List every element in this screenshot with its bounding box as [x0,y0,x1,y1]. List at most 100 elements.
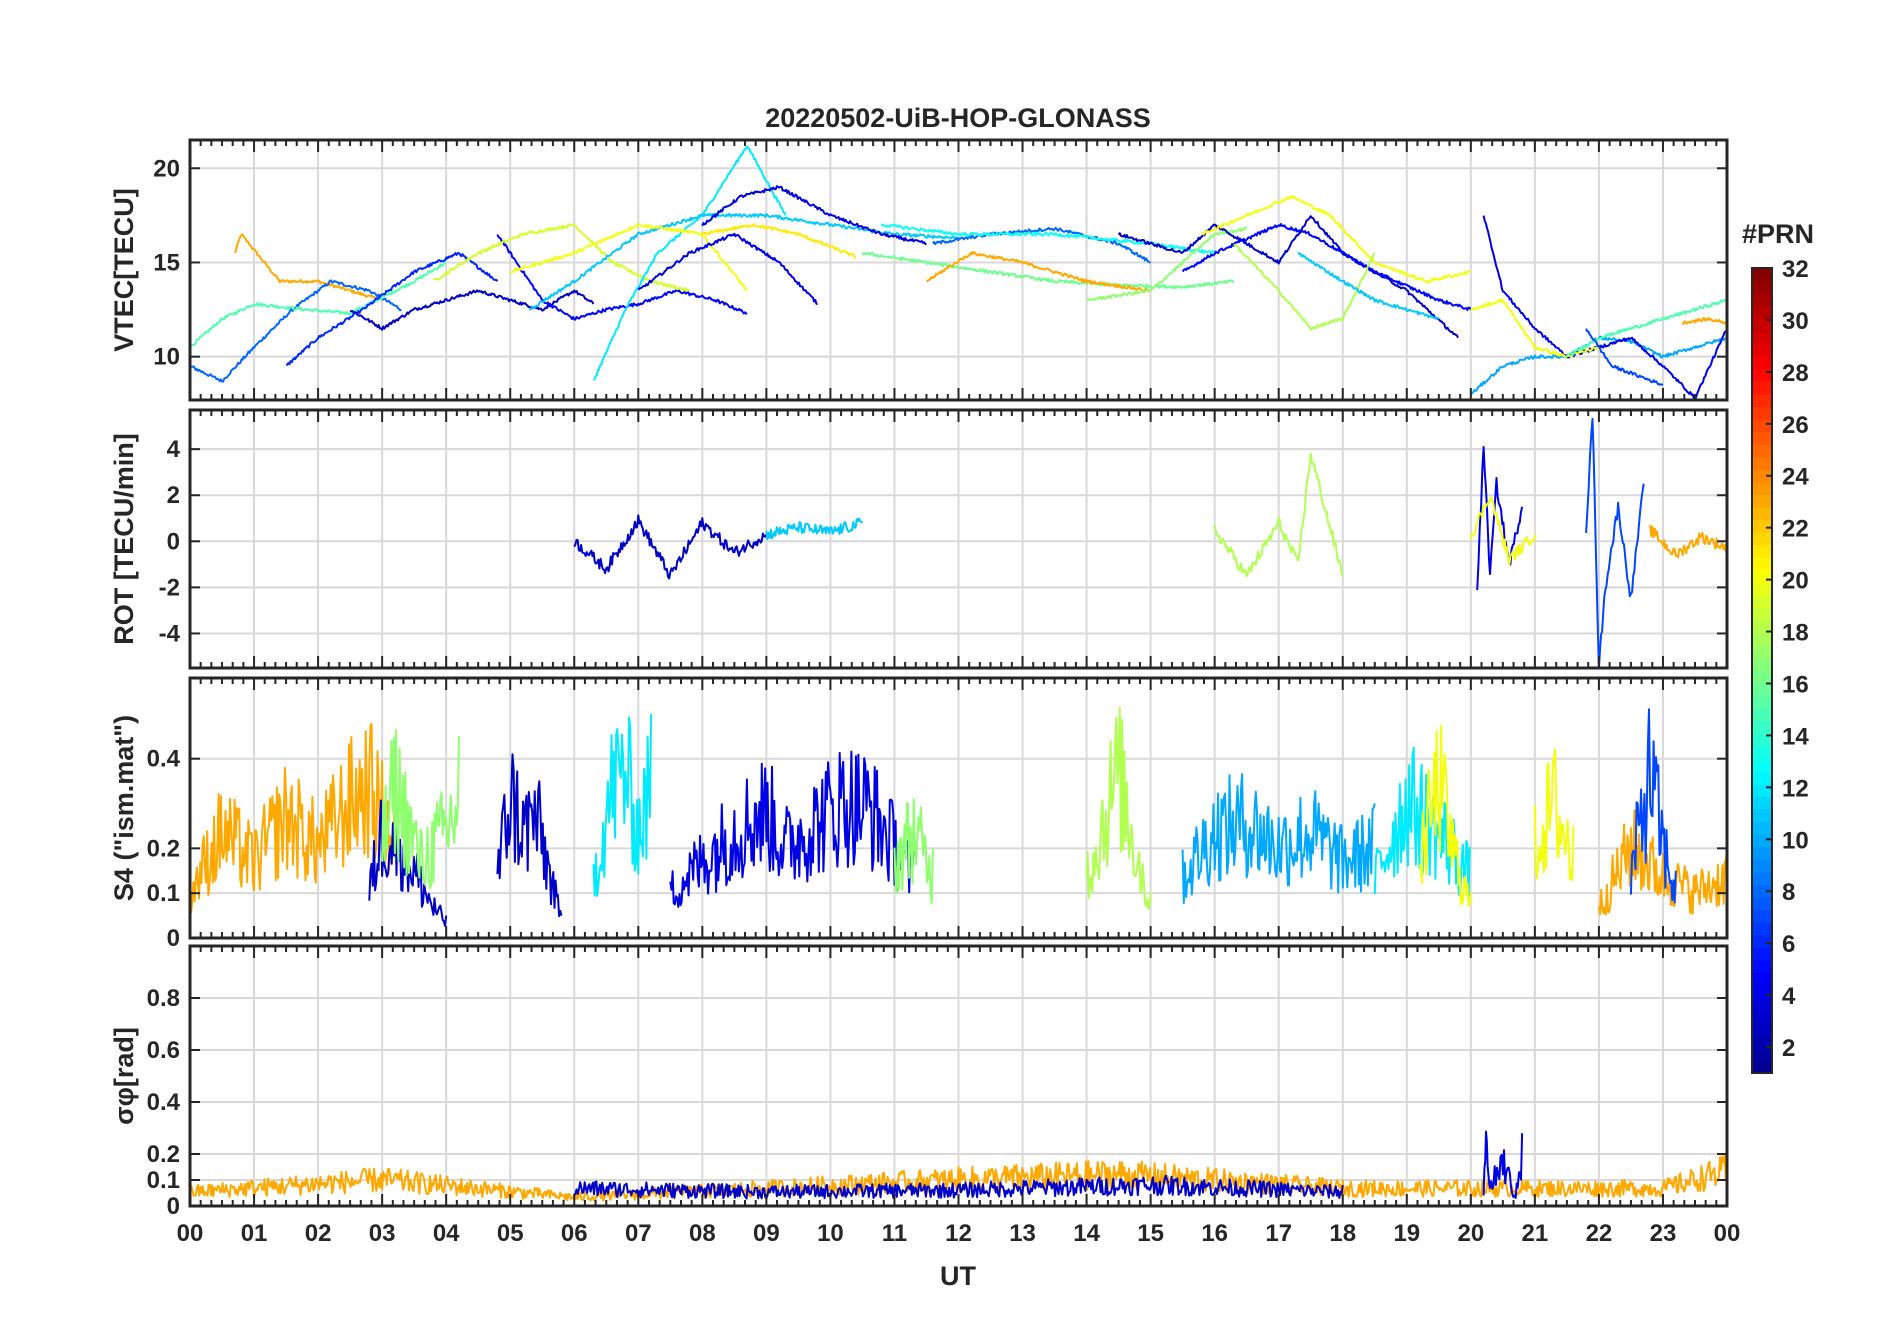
colorbar-swatch [1752,695,1772,709]
series-line-rot-prn-4 [1476,446,1524,591]
y-tick-label: 0 [167,925,180,952]
colorbar-swatch [1752,708,1772,722]
colorbar-swatch [1752,733,1772,747]
colorbar-swatch [1752,532,1772,546]
x-tick-label: 00 [177,1220,204,1247]
colorbar-swatch [1752,356,1772,370]
colorbar-swatch [1752,783,1772,797]
colorbar-swatch [1752,418,1772,433]
series-line-vtec-prn-7 [1585,328,1664,386]
colorbar-swatch [1752,506,1772,521]
series-line-s4-prn-20 [1418,724,1472,907]
series-line-s4-prn-20 [1533,748,1575,882]
colorbar-tick-label: 22 [1782,516,1809,543]
colorbar-tick-label: 20 [1782,568,1809,595]
series-line-s4-prn-3 [368,799,448,927]
series-line-rot-prn-20 [1469,496,1536,566]
colorbar-swatch [1752,657,1772,672]
series-line-s4-prn-7 [1629,708,1677,904]
series-line-s4-prn-23 [1597,809,1727,916]
colorbar-swatch [1752,368,1772,382]
y-tick-label: -2 [159,574,180,601]
colorbar-swatch [1752,607,1772,621]
series-line-rot-prn-3 [573,514,768,580]
colorbar-tick-label: 26 [1782,412,1809,439]
colorbar-tick-label: 28 [1782,360,1809,387]
colorbar-swatch [1752,959,1772,973]
colorbar-swatch [1752,582,1772,596]
colorbar-swatch [1752,758,1772,772]
series-line-vtec-prn-4 [637,232,818,305]
series-line-vtec-prn-17 [1086,226,1248,301]
y-tick-label: 0.1 [147,880,180,907]
y-tick-label: 20 [153,155,180,182]
series-line-vtec-prn-15 [190,261,447,349]
colorbar-swatch [1752,947,1772,961]
x-tick-label: 10 [817,1220,844,1247]
panel-s4-series [190,706,1727,927]
colorbar-swatch [1752,884,1772,898]
x-tick-label: 05 [497,1220,524,1247]
series-line-s4-prn-12 [592,713,653,897]
series-line-vtec-prn-21 [701,223,857,259]
colorbar-swatch [1752,444,1772,458]
x-axis: 00 01 02 03 04 05 06 07 08 09 10 11 12 13 14 15 16 17 18 19… [177,1220,1741,1247]
colorbar-swatch [1752,1060,1772,1074]
series-line-s4-prn-4 [669,750,915,908]
colorbar-swatch [1752,1047,1772,1062]
series-line-rot-prn-23 [1649,524,1727,559]
series-line-vtec-prn-23 [1681,316,1727,325]
series-line-vtec-prn-8 [932,226,1151,264]
colorbar-swatch [1752,796,1772,810]
y-tick-label: -4 [159,620,181,647]
colorbar-swatch [1752,431,1772,445]
panel-vtec: 10 15 20 VTEC[TECU] [109,138,1729,402]
colorbar-swatch [1752,896,1772,911]
series-line-s4-prn-17 [893,798,934,905]
colorbar-swatch [1752,481,1772,496]
series-line-rot-prn-7 [1585,417,1645,668]
series-line-vtec-prn-20 [1201,195,1471,284]
y-tick-label: 0.2 [147,835,180,862]
series-line-s4-prn-10 [1181,773,1376,904]
colorbar-swatch [1752,720,1772,734]
colorbar-swatch [1752,456,1772,470]
series-line-vtec-prn-5 [496,234,748,321]
series-line-vtec-prn-23 [233,233,383,301]
panel-s4: 0 0.1 0.2 0.4 S4 ("ism.mat") [109,676,1729,952]
colorbar-swatch [1752,871,1772,885]
y-axis-label-rot: ROT [TECU/min] [109,433,139,644]
colorbar-swatch [1752,670,1772,684]
x-tick-label: 07 [625,1220,652,1247]
x-tick-label: 16 [1201,1220,1228,1247]
colorbar-swatch [1752,922,1772,936]
colorbar-swatch [1752,683,1772,697]
x-tick-label: 13 [1009,1220,1036,1247]
series-line-vtec-prn-8 [190,279,402,383]
x-tick-label: 11 [882,1220,907,1247]
colorbar-swatch [1752,984,1772,999]
colorbar-swatch [1752,330,1772,345]
colorbar-swatch [1752,343,1772,357]
colorbar-swatch [1752,972,1772,986]
y-tick-label: 0.2 [147,1141,180,1168]
x-tick-label: 22 [1586,1220,1613,1247]
colorbar-swatch [1752,846,1772,860]
x-tick-label: 19 [1393,1220,1420,1247]
colorbar-swatch [1752,318,1772,332]
y-axis-label-s4: S4 ("ism.mat") [109,715,139,901]
x-tick-label: 04 [433,1220,460,1247]
colorbar-swatch [1752,808,1772,823]
colorbar-tick-label: 14 [1782,723,1809,750]
colorbar-tick-label: 24 [1782,464,1809,491]
series-line-vtec-prn-12 [592,145,787,381]
colorbar-swatch [1752,859,1772,873]
series-line-rot-prn-11 [765,517,864,541]
x-tick-label: 12 [945,1220,972,1247]
colorbar-swatch [1752,1022,1772,1036]
y-tick-label: 0.6 [147,1037,180,1064]
series-line-rot-prn-18 [1213,452,1344,578]
colorbar-swatch [1752,381,1772,395]
x-tick-label: 00 [1714,1220,1741,1247]
